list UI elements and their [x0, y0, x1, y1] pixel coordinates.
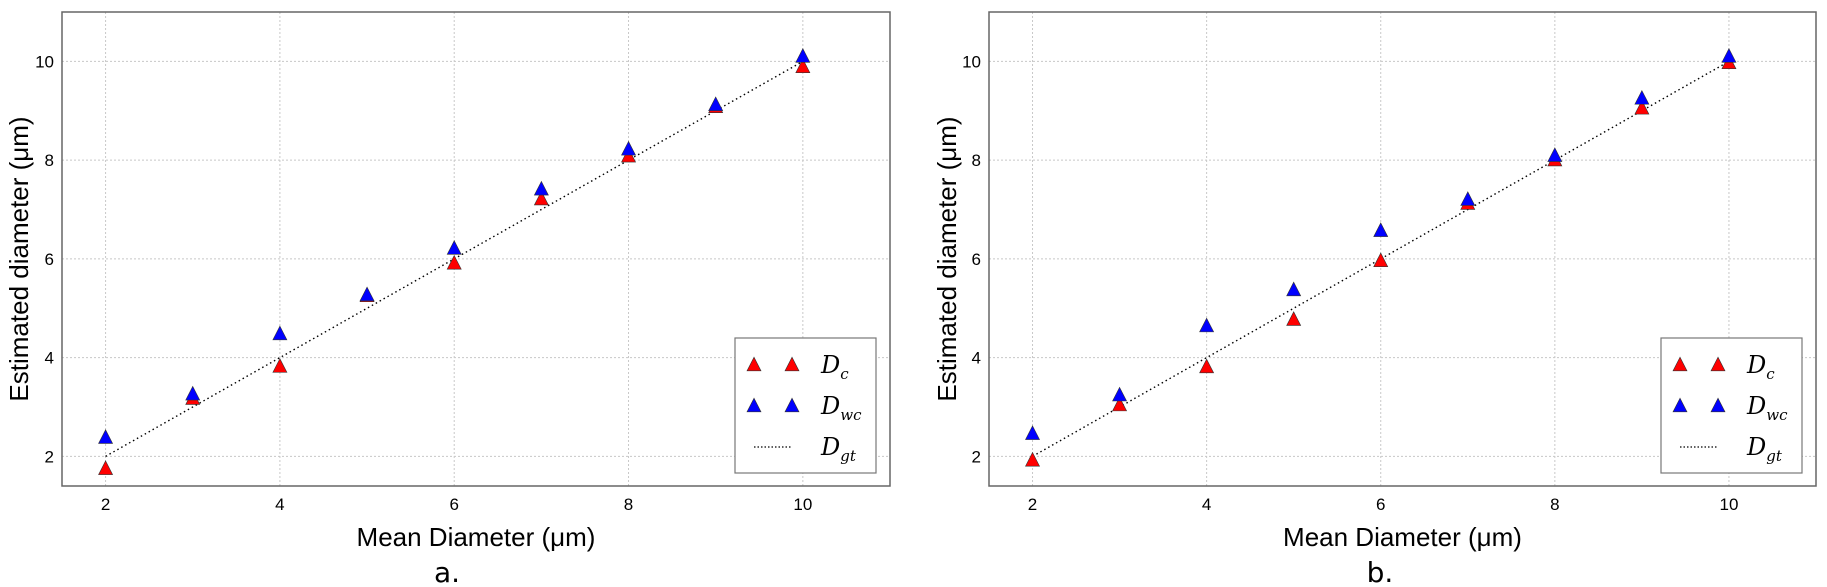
- x-tick-label: 4: [275, 495, 284, 514]
- legend-label-main: D: [820, 351, 840, 379]
- plot-frame: [61, 11, 891, 487]
- y-tick-label: 2: [972, 447, 981, 466]
- data-point-d-wc: [1547, 147, 1563, 162]
- data-point-d-c: [1199, 358, 1215, 374]
- data-point-d-wc: [1460, 191, 1476, 206]
- data-point-d-wc: [795, 47, 811, 63]
- x-tick-label: 6: [449, 495, 458, 514]
- x-tick-label: 4: [1202, 495, 1211, 514]
- legend-label: Dwc: [1746, 392, 1788, 424]
- data-point-d-wc: [1112, 386, 1128, 402]
- legend-label: Dc: [1746, 351, 1775, 383]
- data-point-d-wc: [708, 96, 724, 111]
- legend-label-main: D: [1746, 392, 1766, 420]
- legend-label: Dc: [820, 351, 849, 383]
- x-tick-label: 10: [1719, 495, 1738, 514]
- legend-item-d-gt: Dgt: [754, 433, 857, 465]
- legend-label-sub: wc: [1766, 406, 1788, 424]
- data-point-d-wc: [1373, 222, 1389, 237]
- y-axis-label: Estimated diameter (μm): [4, 116, 34, 401]
- legend-marker: [1710, 397, 1726, 413]
- legend-label: Dwc: [820, 392, 862, 424]
- data-point-d-c: [795, 58, 811, 73]
- legend-marker: [784, 397, 800, 413]
- legend-item-d-wc: Dwc: [746, 392, 862, 424]
- legend-label: Dgt: [1746, 433, 1783, 465]
- figure-caption: a.: [434, 556, 460, 587]
- legend-item-d-gt: Dgt: [1680, 433, 1783, 465]
- y-tick-label: 4: [972, 349, 981, 368]
- legend-marker: [746, 397, 762, 413]
- legend-label-sub: gt: [840, 447, 857, 465]
- legend-box: [734, 337, 877, 474]
- legend-label-sub: c: [840, 365, 849, 383]
- x-tick-label: 2: [101, 495, 110, 514]
- data-point-d-wc: [98, 429, 114, 444]
- data-point-d-wc: [272, 325, 288, 341]
- data-point-d-wc: [1634, 89, 1650, 105]
- figure-caption: b.: [1367, 556, 1394, 587]
- data-point-d-c: [533, 190, 549, 206]
- legend-label-main: D: [1746, 351, 1766, 379]
- x-tick-label: 8: [1550, 495, 1559, 514]
- x-axis-label: Mean Diameter (μm): [357, 522, 596, 552]
- y-tick-label: 2: [45, 447, 54, 466]
- legend-marker: [746, 356, 762, 372]
- series-line-d-gt: [1032, 60, 1730, 457]
- legend-label-main: D: [1746, 433, 1766, 461]
- data-point-d-wc: [446, 240, 462, 255]
- data-point-d-c: [98, 460, 114, 475]
- data-point-d-c: [272, 358, 288, 373]
- y-tick-label: 6: [45, 250, 54, 269]
- legend-marker: [1672, 356, 1688, 372]
- legend-item-d-wc: Dwc: [1672, 392, 1788, 424]
- data-point-d-c: [1112, 396, 1128, 412]
- chart-a: 2 4 6 8 10 2 4 6 8 10 Mean Diameter (μm) Estimated …: [4, 11, 891, 587]
- chart-b: 2 4 6 8 10 2 4 6 8 10 Mean Diameter (μm) Estimated …: [932, 11, 1817, 587]
- data-point-d-c: [1373, 252, 1389, 268]
- y-tick-label: 8: [45, 151, 54, 170]
- y-tick-label: 8: [972, 151, 981, 170]
- legend-label-main: D: [820, 392, 840, 420]
- legend-label-sub: wc: [840, 406, 862, 424]
- legend-marker: [1672, 397, 1688, 413]
- y-tick-label: 6: [972, 250, 981, 269]
- data-point-d-wc: [533, 180, 549, 196]
- data-point-d-wc: [1721, 47, 1737, 63]
- legend-label: Dgt: [820, 433, 857, 465]
- y-axis-label: Estimated diameter (μm): [932, 116, 962, 401]
- data-point-d-c: [446, 254, 462, 270]
- x-axis-label: Mean Diameter (μm): [1283, 522, 1522, 552]
- legend-marker: [1710, 356, 1726, 372]
- data-point-d-c: [1286, 311, 1302, 326]
- data-point-d-wc: [359, 286, 375, 302]
- x-tick-label: 2: [1028, 495, 1037, 514]
- x-tick-label: 10: [793, 495, 812, 514]
- data-point-d-wc: [185, 385, 201, 401]
- x-tick-label: 8: [624, 495, 633, 514]
- legend-label-sub: c: [1766, 365, 1775, 383]
- plot-frame: [988, 11, 1817, 487]
- data-point-d-c: [1025, 451, 1041, 467]
- data-point-d-c: [1634, 99, 1650, 115]
- y-tick-label: 10: [35, 52, 54, 71]
- y-tick-label: 4: [45, 349, 54, 368]
- data-point-d-wc: [1025, 425, 1041, 440]
- data-point-d-wc: [621, 140, 637, 156]
- legend-item-d-c: Dc: [746, 351, 849, 383]
- legend-label-main: D: [820, 433, 840, 461]
- legend-label-sub: gt: [1766, 447, 1783, 465]
- y-tick-label: 10: [962, 52, 981, 71]
- x-tick-label: 6: [1376, 495, 1385, 514]
- legend-box: [1660, 337, 1803, 474]
- data-point-d-wc: [1286, 281, 1302, 297]
- legend-item-d-c: Dc: [1672, 351, 1775, 383]
- legend-marker: [784, 356, 800, 372]
- data-point-d-wc: [1199, 317, 1215, 333]
